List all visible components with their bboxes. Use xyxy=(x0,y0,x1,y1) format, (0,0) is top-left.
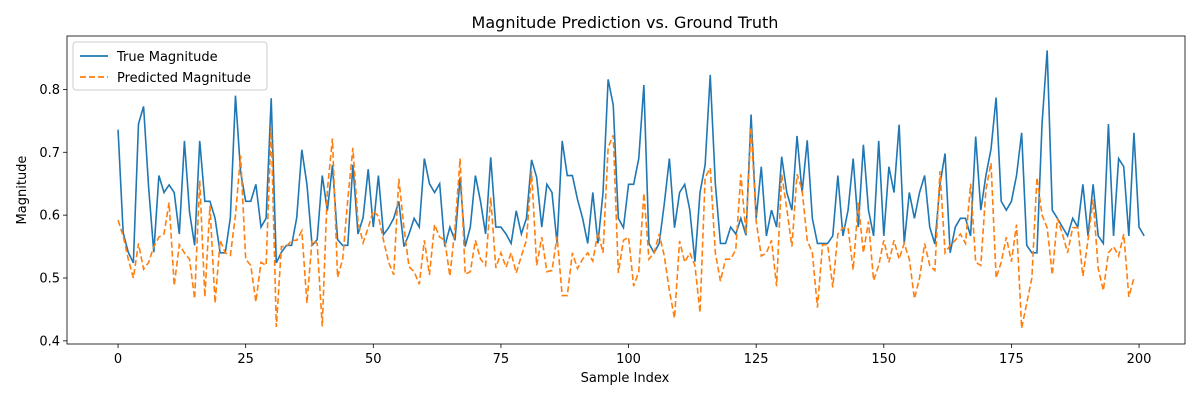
x-axis: 0 25 50 75 100 125 150 175 200 xyxy=(114,344,1152,367)
legend-label-true: True Magnitude xyxy=(116,50,218,65)
plot-frame xyxy=(66,35,1186,345)
series-line-true-magnitude xyxy=(117,50,1145,264)
y-tick-label: 0.5 xyxy=(39,272,60,287)
x-tick-label: 175 xyxy=(999,352,1024,367)
legend-box xyxy=(72,41,268,91)
plot-area xyxy=(117,50,1145,329)
x-tick-label: 200 xyxy=(1127,352,1152,367)
chart-title: Magnitude Prediction vs. Ground Truth xyxy=(472,13,779,32)
x-tick-label: 25 xyxy=(237,352,254,367)
x-tick-label: 150 xyxy=(871,352,896,367)
y-tick-label: 0.8 xyxy=(39,83,60,98)
legend-label-predicted: Predicted Magnitude xyxy=(117,71,251,86)
x-axis-label: Sample Index xyxy=(581,371,670,386)
x-tick-label: 75 xyxy=(493,352,510,367)
y-tick-label: 0.4 xyxy=(39,334,60,349)
x-tick-label: 0 xyxy=(114,352,122,367)
x-tick-label: 125 xyxy=(744,352,769,367)
y-axis-label: Magnitude xyxy=(15,156,30,225)
series-line-predicted-magnitude xyxy=(117,127,1135,329)
y-axis: 0.4 0.5 0.6 0.7 0.8 xyxy=(39,83,67,349)
legend: True Magnitude Predicted Magnitude xyxy=(72,41,268,91)
x-tick-label: 50 xyxy=(365,352,382,367)
x-tick-label: 100 xyxy=(616,352,641,367)
y-tick-label: 0.6 xyxy=(39,209,60,224)
y-tick-label: 0.7 xyxy=(39,146,60,161)
